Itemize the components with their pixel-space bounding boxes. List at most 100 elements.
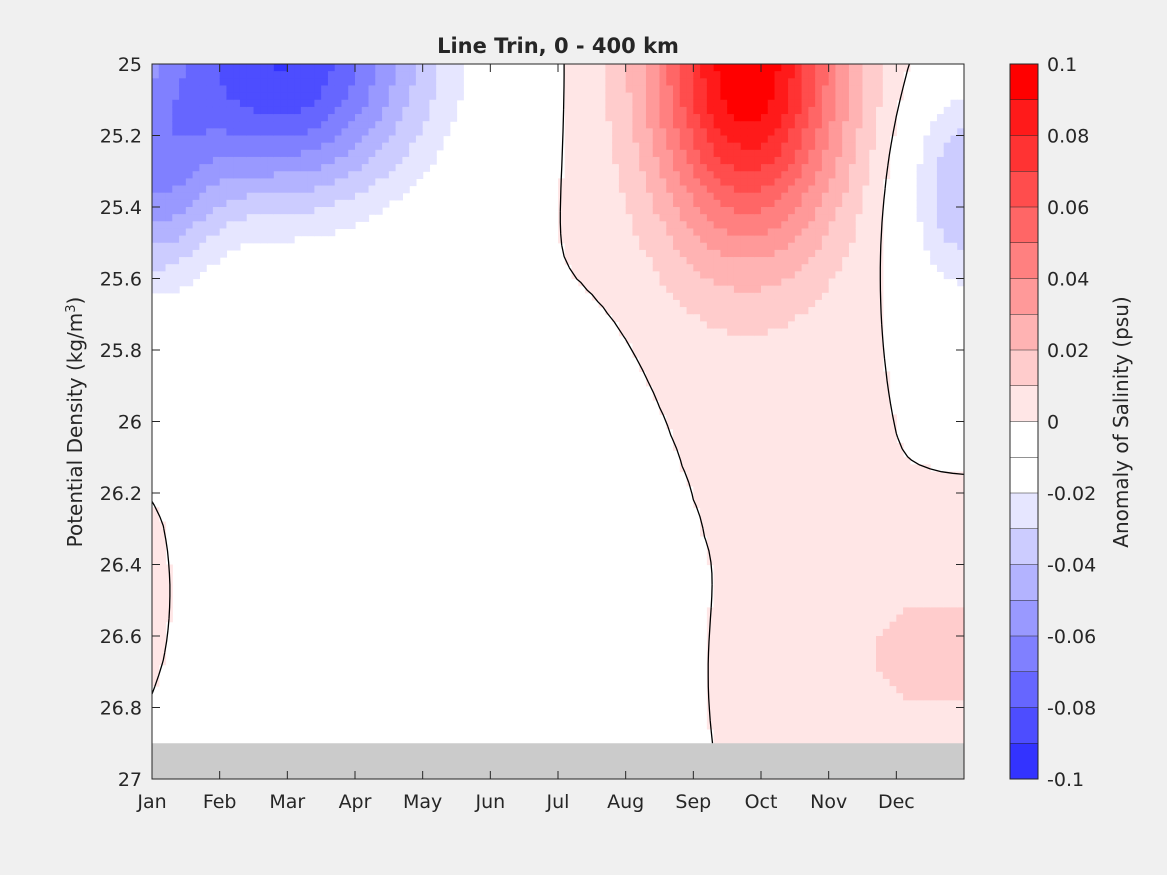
- contour-cell: [409, 114, 417, 122]
- contour-cell: [598, 99, 606, 108]
- contour-cell: [706, 314, 715, 322]
- contour-cell: [788, 643, 796, 651]
- contour-cell: [206, 221, 214, 230]
- contour-cell: [233, 121, 241, 129]
- contour-cell: [179, 121, 187, 129]
- contour-cell: [679, 278, 688, 287]
- contour-cell: [429, 92, 437, 101]
- contour-cell: [273, 71, 282, 79]
- contour-cell: [720, 142, 728, 151]
- contour-cell: [618, 228, 627, 237]
- contour-cell: [720, 478, 728, 487]
- contour-cell: [700, 106, 708, 115]
- contour-cell: [916, 721, 924, 730]
- contour-cell: [828, 85, 837, 94]
- contour-cell: [747, 257, 755, 265]
- contour-cell: [842, 657, 850, 666]
- contour-cell: [165, 85, 173, 94]
- contour-cell: [700, 314, 708, 322]
- contour-cell: [761, 671, 769, 680]
- contour-cell: [212, 242, 221, 251]
- contour-cell: [788, 242, 796, 251]
- contour-cell: [199, 214, 207, 222]
- contour-cell: [815, 643, 823, 651]
- contour-cell: [152, 571, 160, 580]
- contour-cell: [835, 593, 843, 601]
- contour-cell: [876, 657, 884, 666]
- contour-cell: [815, 235, 823, 244]
- contour-cell: [706, 650, 715, 659]
- contour-cell: [876, 457, 884, 465]
- contour-cell: [876, 621, 884, 630]
- contour-cell: [625, 242, 634, 251]
- contour-cell: [869, 285, 877, 294]
- contour-cell: [233, 142, 241, 151]
- contour-cell: [761, 721, 769, 730]
- contour-cell: [307, 149, 315, 158]
- contour-cell: [720, 457, 728, 465]
- contour-cell: [639, 178, 647, 187]
- contour-cell: [740, 585, 749, 594]
- contour-cell: [679, 85, 688, 94]
- contour-cell: [909, 678, 918, 687]
- contour-cell: [842, 314, 850, 322]
- contour-cell: [916, 636, 924, 644]
- contour-cell: [706, 135, 715, 144]
- contour-cell: [598, 71, 606, 79]
- contour-cell: [165, 178, 173, 187]
- contour-cell: [882, 721, 891, 730]
- contour-cell: [754, 214, 762, 222]
- contour-cell: [618, 71, 627, 79]
- contour-cell: [781, 628, 789, 637]
- contour-cell: [869, 335, 877, 344]
- contour-cell: [727, 185, 735, 194]
- contour-cell: [842, 614, 850, 623]
- contour-cell: [686, 178, 694, 187]
- contour-cell: [869, 214, 877, 222]
- contour-cell: [801, 156, 809, 165]
- contour-cell: [429, 71, 437, 79]
- contour-cell: [706, 457, 715, 465]
- contour-cell: [821, 728, 830, 737]
- contour-cell: [598, 156, 606, 165]
- contour-cell: [815, 400, 823, 408]
- contour-cell: [909, 721, 918, 730]
- contour-cell: [876, 371, 884, 380]
- contour-cell: [862, 271, 870, 280]
- contour-cell: [727, 257, 735, 265]
- contour-cell: [618, 171, 627, 179]
- contour-cell: [152, 214, 160, 222]
- contour-cell: [713, 478, 721, 487]
- contour-cell: [876, 678, 884, 687]
- contour-cell: [585, 271, 593, 280]
- contour-cell: [666, 364, 674, 373]
- contour-cell: [686, 114, 694, 122]
- contour-cell: [700, 471, 708, 480]
- contour-cell: [429, 106, 437, 115]
- contour-cell: [307, 185, 315, 194]
- contour-cell: [591, 171, 600, 179]
- contour-cell: [713, 78, 721, 87]
- contour-cell: [673, 64, 681, 72]
- contour-cell: [815, 657, 823, 666]
- contour-cell: [578, 235, 586, 244]
- contour-cell: [152, 600, 160, 608]
- contour-cell: [605, 178, 613, 187]
- contour-cell: [761, 571, 769, 580]
- contour-cell: [754, 636, 762, 644]
- contour-cell: [896, 700, 904, 709]
- contour-cell: [693, 457, 701, 465]
- contour-cell: [598, 85, 606, 94]
- contour-cell: [855, 164, 864, 172]
- contour-cell: [808, 114, 816, 122]
- contour-cell: [706, 378, 715, 387]
- contour-cell: [152, 657, 160, 666]
- contour-cell: [835, 114, 843, 122]
- contour-cell: [693, 271, 701, 280]
- contour-cell: [828, 728, 837, 737]
- contour-cell: [896, 707, 904, 716]
- contour-cell: [192, 264, 200, 272]
- contour-cell: [788, 378, 796, 387]
- contour-cell: [754, 500, 762, 508]
- contour-cell: [273, 235, 282, 244]
